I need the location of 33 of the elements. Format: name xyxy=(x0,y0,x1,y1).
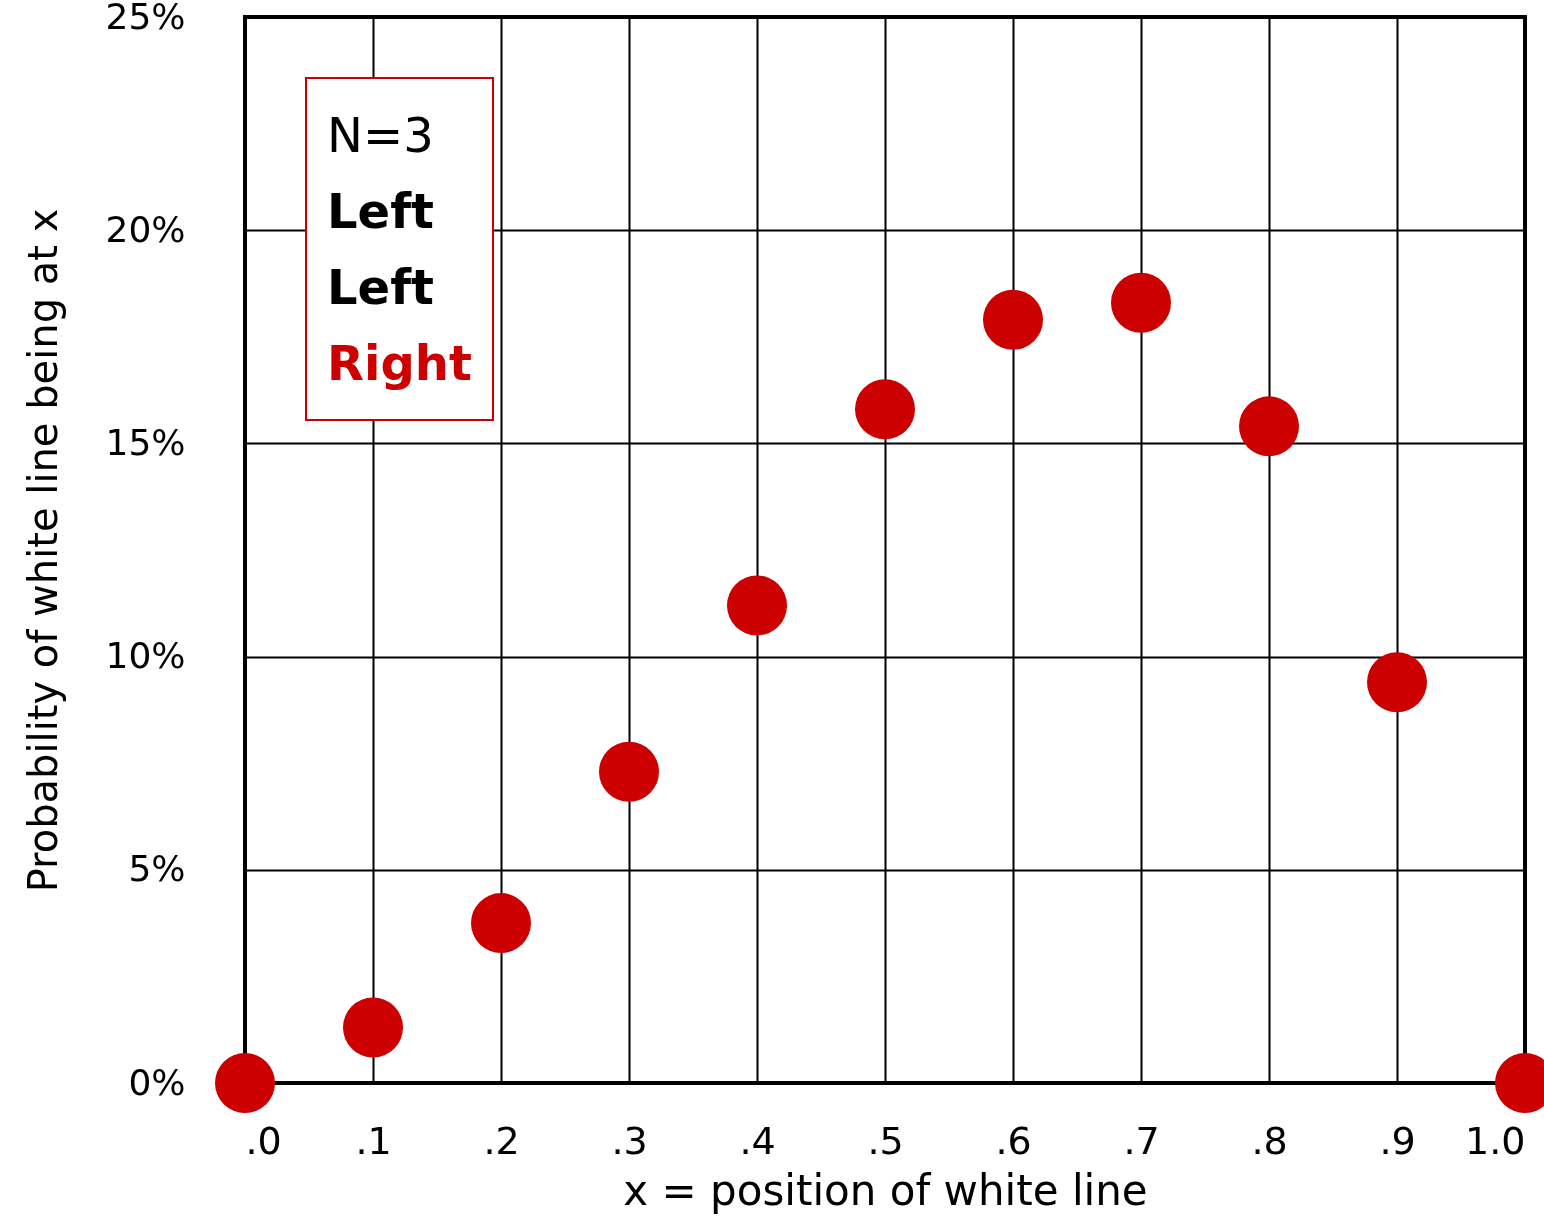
annotation: Left xyxy=(327,182,435,241)
y-tick-label: 5% xyxy=(128,848,186,890)
x-tick-label: .3 xyxy=(611,1118,648,1163)
annotation: N=3 xyxy=(327,106,435,165)
x-tick-label: .4 xyxy=(739,1118,776,1163)
y-tick-label: 20% xyxy=(105,208,186,250)
point xyxy=(471,893,531,954)
y-axis-title: Probability of white line being at x xyxy=(20,208,67,893)
point xyxy=(727,575,787,636)
x-tick-label: .8 xyxy=(1251,1118,1288,1163)
x-tick-label: .9 xyxy=(1379,1118,1416,1163)
point xyxy=(855,379,915,440)
point xyxy=(599,741,659,802)
annotation: Left xyxy=(327,258,435,317)
y-tick-label: 10% xyxy=(105,635,186,677)
point xyxy=(983,289,1043,350)
x-tick-label: .6 xyxy=(995,1118,1032,1163)
point xyxy=(343,997,403,1058)
y-tick-label: 15% xyxy=(105,421,186,463)
x-tick-label: .1 xyxy=(355,1118,392,1163)
x-tick-label: 1.0 xyxy=(1465,1118,1526,1163)
point xyxy=(215,1053,275,1113)
annotation: Right xyxy=(327,334,472,393)
y-tick-label: 0% xyxy=(128,1061,186,1103)
x-axis-title: x = position of white line xyxy=(623,1165,1148,1215)
x-tick-label: .5 xyxy=(867,1118,904,1163)
point xyxy=(1367,652,1427,713)
point xyxy=(1239,396,1299,457)
point xyxy=(1111,272,1171,333)
x-tick-label: .7 xyxy=(1123,1118,1160,1163)
y-tick-label: 25% xyxy=(105,0,186,37)
x-tick-label: .0 xyxy=(245,1118,282,1163)
x-tick-label: .2 xyxy=(483,1118,520,1163)
